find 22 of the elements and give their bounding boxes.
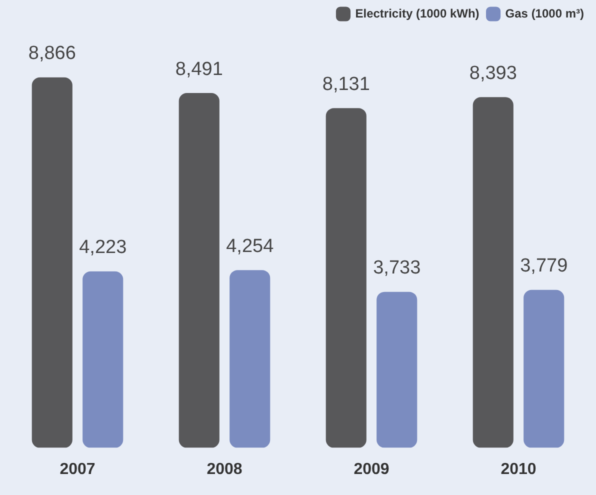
x-tick-label: 2007: [60, 460, 96, 478]
legend-label: Electricity (1000 kWh): [355, 6, 480, 20]
data-label: 3,733: [373, 258, 421, 279]
bar: [376, 292, 418, 448]
data-label: 4,254: [226, 236, 274, 257]
x-tick-label: 2009: [354, 460, 390, 478]
data-label: 8,131: [322, 74, 370, 95]
bar: [32, 77, 72, 448]
data-label: 4,223: [79, 237, 127, 258]
x-tick-label: 2010: [500, 460, 536, 478]
bar: [472, 97, 514, 448]
bar: [230, 270, 270, 448]
bar: [82, 271, 124, 448]
data-label: 8,866: [28, 43, 76, 64]
bar: [326, 108, 366, 448]
data-label: 3,779: [520, 256, 568, 277]
x-tick-label: 2008: [206, 460, 242, 478]
bar: [524, 290, 564, 448]
data-label: 8,393: [469, 62, 517, 84]
legend-label: Gas (1000 m³): [505, 6, 584, 20]
bar: [178, 93, 220, 448]
data-label: 8,491: [175, 58, 223, 80]
